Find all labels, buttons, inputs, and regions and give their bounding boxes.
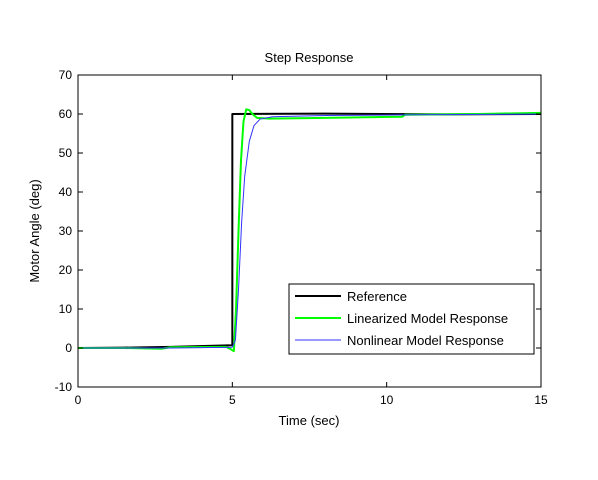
legend-label-3: Nonlinear Model Response: [347, 333, 504, 348]
y-tick-label: 0: [65, 341, 72, 355]
legend-label-1: Reference: [347, 289, 407, 304]
y-tick-label: 30: [59, 224, 73, 238]
x-tick-label: 5: [229, 393, 236, 407]
y-tick-label: -10: [55, 380, 73, 394]
chart-title: Step Response: [265, 50, 354, 65]
x-tick-label: 10: [380, 393, 394, 407]
legend: Reference Linearized Model Response Nonlin…: [288, 283, 535, 355]
y-tick-label: 40: [59, 185, 73, 199]
y-tick-label: 10: [59, 302, 73, 316]
series-line-2: [78, 108, 542, 353]
x-axis-label: Time (sec): [279, 413, 340, 428]
series-line-3: [78, 113, 542, 349]
y-tick-label: 20: [59, 263, 73, 277]
legend-label-2: Linearized Model Response: [347, 311, 508, 326]
x-tick-label: 15: [534, 393, 548, 407]
y-tick-label: 50: [59, 146, 73, 160]
series-layer: [77, 108, 542, 353]
x-tick-label: 0: [75, 393, 82, 407]
y-tick-label: 60: [59, 107, 73, 121]
y-tick-label: 70: [59, 68, 73, 82]
y-axis-label: Motor Angle (deg): [27, 179, 42, 282]
